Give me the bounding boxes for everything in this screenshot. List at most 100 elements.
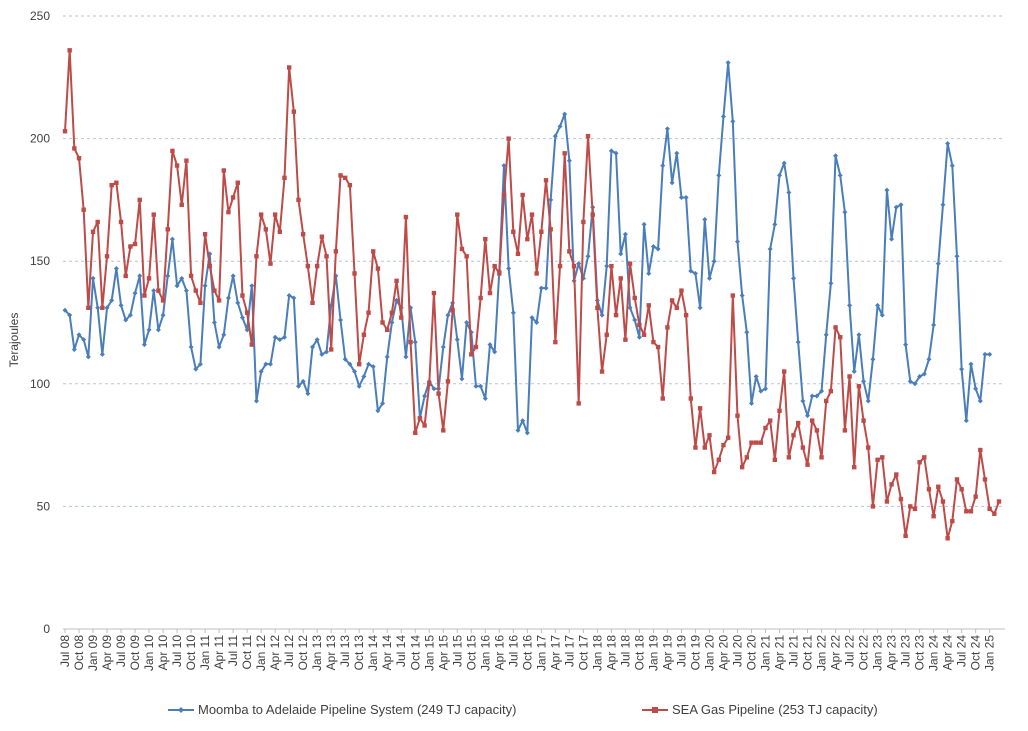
data-point — [833, 325, 838, 330]
data-point — [917, 460, 922, 465]
data-point — [847, 302, 853, 308]
data-point — [814, 428, 820, 433]
data-point — [394, 297, 400, 303]
data-point — [90, 275, 96, 281]
data-point — [455, 212, 460, 217]
data-point — [67, 312, 73, 318]
data-point — [875, 302, 881, 308]
data-point — [678, 194, 684, 200]
data-point — [749, 440, 754, 445]
data-point — [464, 320, 470, 325]
data-point — [478, 295, 483, 301]
x-tick-label: Oct 17 — [576, 635, 590, 671]
data-point — [548, 227, 553, 232]
data-point — [333, 249, 339, 254]
x-tick-label: Jul 23 — [899, 635, 913, 667]
data-point — [165, 273, 171, 279]
x-tick-label: Jan 20 — [702, 635, 716, 671]
data-point — [734, 239, 740, 245]
data-point — [786, 190, 792, 196]
x-tick-label: Oct 19 — [688, 635, 702, 671]
data-point — [380, 400, 386, 406]
x-tick-label: Jul 19 — [674, 635, 688, 667]
x-tick-label: Jan 13 — [310, 635, 324, 671]
x-tick-label: Jul 08 — [58, 635, 72, 667]
data-point — [964, 509, 969, 514]
data-point — [566, 158, 572, 164]
x-tick-label: Apr 09 — [100, 635, 114, 671]
data-point — [781, 160, 787, 166]
x-tick-label: Oct 09 — [128, 635, 142, 671]
data-point — [230, 273, 236, 279]
data-point — [352, 271, 357, 276]
data-point — [968, 361, 974, 367]
data-point — [174, 283, 180, 289]
x-tick-label: Apr 13 — [324, 635, 338, 671]
x-tick-label: Jul 22 — [843, 635, 857, 667]
x-tick-label: Jan 16 — [478, 635, 492, 671]
data-point — [646, 270, 652, 276]
data-point — [225, 295, 231, 301]
data-point — [982, 477, 988, 482]
data-point — [618, 276, 623, 281]
data-point — [539, 229, 544, 234]
data-point — [71, 346, 77, 352]
data-point — [440, 344, 446, 350]
gridlines — [63, 15, 1005, 507]
data-point — [632, 295, 637, 301]
data-point — [501, 192, 507, 198]
data-point — [893, 204, 899, 210]
data-point — [828, 280, 834, 286]
data-point — [193, 288, 198, 293]
data-point — [109, 297, 115, 303]
data-point — [810, 418, 815, 423]
y-tick-label: 250 — [30, 9, 50, 23]
data-point — [296, 197, 301, 203]
data-point — [646, 303, 651, 308]
data-point — [996, 499, 1002, 504]
data-point — [361, 373, 367, 379]
data-point — [230, 195, 236, 200]
data-point — [394, 278, 399, 284]
data-point — [898, 202, 904, 208]
data-point — [567, 249, 572, 254]
data-point — [552, 133, 558, 139]
data-point — [104, 305, 110, 311]
data-point — [730, 293, 736, 298]
data-point — [99, 351, 105, 357]
data-point — [380, 320, 385, 325]
data-point — [169, 236, 175, 242]
x-tick-label: Jan 18 — [590, 635, 604, 671]
data-point — [739, 293, 745, 299]
data-point — [823, 332, 829, 338]
data-point — [277, 337, 283, 343]
series-seagas — [62, 48, 1002, 541]
data-point — [310, 344, 316, 350]
data-point — [188, 344, 194, 350]
x-tick-label: Jul 09 — [114, 635, 128, 667]
x-tick-label: Jul 13 — [338, 635, 352, 667]
data-point — [791, 433, 796, 438]
data-point — [898, 496, 904, 502]
data-point — [436, 391, 441, 396]
data-point — [553, 339, 558, 345]
data-point — [949, 163, 955, 169]
data-point — [585, 133, 591, 139]
data-point — [310, 300, 315, 306]
x-tick-label: Jan 23 — [871, 635, 885, 671]
data-point — [940, 499, 946, 504]
data-point — [814, 393, 820, 399]
data-point — [473, 344, 479, 350]
data-point — [711, 469, 717, 475]
data-point — [239, 315, 245, 321]
data-point — [371, 249, 376, 254]
data-point — [679, 288, 684, 293]
data-point — [935, 261, 941, 267]
data-point — [660, 163, 666, 169]
data-point — [613, 312, 619, 318]
data-point — [763, 425, 768, 431]
data-point — [581, 219, 586, 225]
data-point — [917, 373, 923, 379]
data-point — [375, 266, 381, 271]
data-point — [931, 514, 936, 519]
